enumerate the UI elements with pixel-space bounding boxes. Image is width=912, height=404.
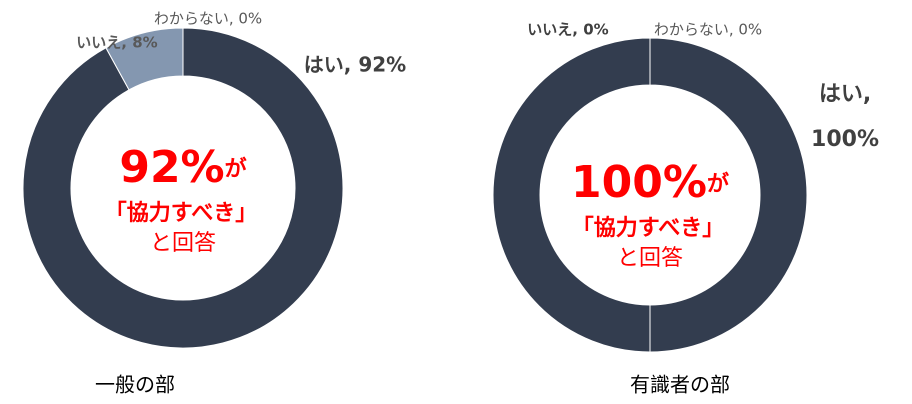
center-label: 100%が [571,157,729,208]
chart-title: 一般の部 [95,373,175,397]
chart-title: 有識者の部 [630,373,730,397]
data-label: はい, 92% [304,53,406,77]
center-label: 「協力すべき」 [572,215,724,241]
data-label-line: はい, [819,82,871,107]
center-value: 100% [571,157,707,208]
center-label: 「協力すべき」 [105,200,257,226]
donut-segment [105,27,184,91]
data-label: わからない, 0% [154,10,262,28]
center-label: と回答 [617,246,683,271]
center-suffix: が [225,156,247,182]
center-label: 92%が [119,142,246,193]
data-label: わからない, 0% [654,21,762,39]
data-label: いいえ, 8% [76,34,157,52]
donut-segment [492,37,808,353]
data-label-line: 100% [811,127,879,152]
center-suffix: が [707,171,729,197]
data-label: いいえ, 0% [527,21,608,39]
data-label: はい, 100% [811,82,879,152]
center-value: 92% [119,142,224,193]
donut-segment [22,27,344,349]
center-label: と回答 [150,231,216,256]
